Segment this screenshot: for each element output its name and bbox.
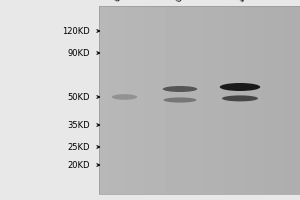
Text: 25KD: 25KD <box>68 142 90 152</box>
Text: 50KD: 50KD <box>68 92 90 102</box>
Text: 20KD: 20KD <box>68 160 90 170</box>
Ellipse shape <box>164 97 196 103</box>
Ellipse shape <box>220 83 260 91</box>
Text: 90KD: 90KD <box>68 48 90 58</box>
Text: 35KD: 35KD <box>68 120 90 130</box>
Text: Input: Input <box>237 0 258 4</box>
Text: CCT6A: CCT6A <box>174 0 199 4</box>
Text: 120KD: 120KD <box>62 26 90 36</box>
Bar <box>99 6 300 194</box>
Ellipse shape <box>222 95 258 101</box>
Text: Control IgG: Control IgG <box>112 0 151 4</box>
Ellipse shape <box>163 86 197 92</box>
Ellipse shape <box>112 94 137 100</box>
